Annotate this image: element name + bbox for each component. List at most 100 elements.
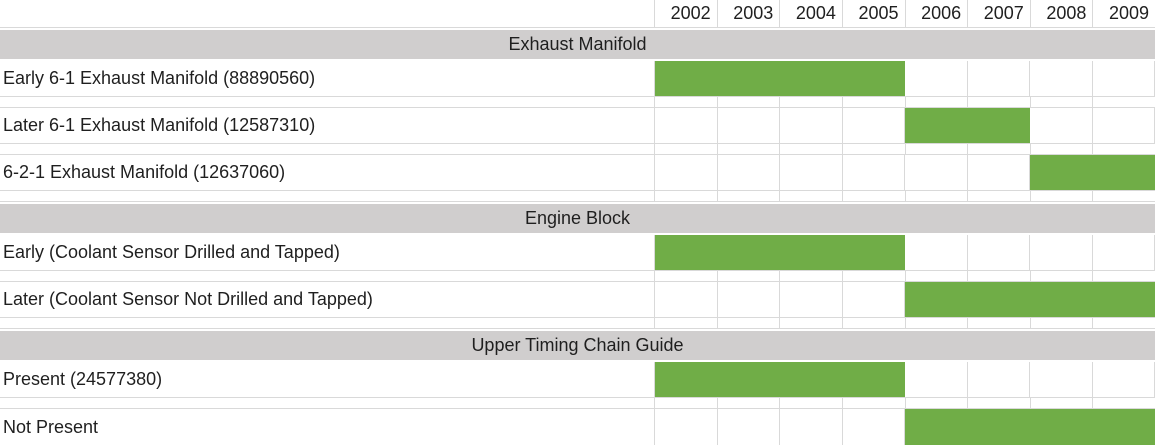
grid-cell-2002 xyxy=(655,108,718,143)
grid-cell-2004 xyxy=(780,155,843,190)
separator-row xyxy=(0,97,1155,108)
availability-grid xyxy=(655,235,1155,270)
grid-cell-2003 xyxy=(718,155,780,190)
year-label-2006: 2006 xyxy=(906,0,969,27)
part-label: Not Present xyxy=(0,409,655,445)
separator-label-cell xyxy=(0,271,655,281)
grid-cell-2005 xyxy=(843,409,905,445)
year-label-2002: 2002 xyxy=(655,0,718,27)
separator-cell-2005 xyxy=(843,398,906,408)
part-label: Later (Coolant Sensor Not Drilled and Ta… xyxy=(0,282,655,317)
year-label-2004: 2004 xyxy=(780,0,843,27)
grid-cell-2003 xyxy=(718,409,780,445)
availability-bar-2006-2009 xyxy=(905,409,1155,445)
grid-cell-2007 xyxy=(968,235,1030,270)
separator-cell-2009 xyxy=(1093,144,1155,154)
availability-bar-2002-2005 xyxy=(655,362,905,397)
separator-grid xyxy=(655,97,1155,107)
section-title: Exhaust Manifold xyxy=(508,33,647,54)
separator-cell-2007 xyxy=(968,398,1031,408)
availability-grid xyxy=(655,108,1155,143)
grid-cell-2004 xyxy=(780,409,843,445)
separator-cell-2005 xyxy=(843,271,906,281)
separator-cell-2009 xyxy=(1093,97,1155,107)
separator-cell-2007 xyxy=(968,318,1031,328)
separator-label-cell xyxy=(0,144,655,154)
separator-cell-2003 xyxy=(718,398,781,408)
separator-cell-2009 xyxy=(1093,271,1155,281)
grid-cell-2006 xyxy=(905,155,968,190)
separator-cell-2004 xyxy=(780,144,843,154)
grid-cell-2005 xyxy=(843,108,905,143)
separator-cell-2005 xyxy=(843,318,906,328)
year-label-2003: 2003 xyxy=(718,0,781,27)
grid-cell-2004 xyxy=(780,282,843,317)
section-header-engine-block: Engine Block xyxy=(0,202,1155,235)
part-row-present-24577380: Present (24577380) xyxy=(0,362,1155,398)
separator-cell-2009 xyxy=(1093,191,1155,201)
separator-cell-2006 xyxy=(906,318,969,328)
separator-grid xyxy=(655,271,1155,281)
separator-cell-2002 xyxy=(655,191,718,201)
separator-grid xyxy=(655,144,1155,154)
separator-cell-2007 xyxy=(968,144,1031,154)
separator-cell-2004 xyxy=(780,318,843,328)
grid-cell-2005 xyxy=(843,282,905,317)
separator-cell-2007 xyxy=(968,271,1031,281)
grid-cell-2003 xyxy=(718,282,780,317)
year-label-2009: 2009 xyxy=(1108,3,1149,23)
separator-cell-2004 xyxy=(780,398,843,408)
separator-cell-2002 xyxy=(655,398,718,408)
separator-cell-2007 xyxy=(968,191,1031,201)
separator-row xyxy=(0,191,1155,202)
separator-cell-2003 xyxy=(718,97,781,107)
separator-cell-2002 xyxy=(655,144,718,154)
grid-cell-2007 xyxy=(968,155,1030,190)
separator-label-cell xyxy=(0,318,655,328)
grid-cell-2009 xyxy=(1093,362,1155,397)
grid-cell-2006 xyxy=(905,61,968,96)
year-label-2007: 2007 xyxy=(968,0,1031,27)
separator-cell-2003 xyxy=(718,144,781,154)
grid-cell-2002 xyxy=(655,282,718,317)
part-row-later-6-1-exhaust-manifold-12587310: Later 6-1 Exhaust Manifold (12587310) xyxy=(0,108,1155,144)
part-label: 6-2-1 Exhaust Manifold (12637060) xyxy=(0,155,655,190)
separator-cell-2005 xyxy=(843,191,906,201)
separator-cell-2003 xyxy=(718,191,781,201)
separator-cell-2007 xyxy=(968,97,1031,107)
availability-bar-2002-2005 xyxy=(655,61,905,96)
chart-rows-container: Exhaust Manifold Early 6-1 Exhaust Manifo… xyxy=(0,28,1155,445)
separator-cell-2002 xyxy=(655,318,718,328)
separator-cell-2006 xyxy=(906,144,969,154)
part-row-not-present: Not Present xyxy=(0,409,1155,445)
availability-grid xyxy=(655,155,1155,190)
separator-cell-2008 xyxy=(1031,271,1094,281)
separator-cell-2002 xyxy=(655,271,718,281)
separator-label-cell xyxy=(0,191,655,201)
separator-cell-2004 xyxy=(780,271,843,281)
year-header-row: 2002 2003 2004 2005 2006 2007 2008 2009 xyxy=(0,0,1155,28)
separator-row xyxy=(0,318,1155,329)
separator-cell-2006 xyxy=(906,398,969,408)
availability-bar-2008-2009 xyxy=(1030,155,1155,190)
separator-cell-2008 xyxy=(1031,398,1094,408)
part-label: Early 6-1 Exhaust Manifold (88890560) xyxy=(0,61,655,96)
grid-cell-2006 xyxy=(905,362,968,397)
section-header-upper-timing-chain-guide: Upper Timing Chain Guide xyxy=(0,329,1155,362)
part-label: Present (24577380) xyxy=(0,362,655,397)
grid-cell-2005 xyxy=(843,155,905,190)
separator-label-cell xyxy=(0,97,655,107)
part-label: Later 6-1 Exhaust Manifold (12587310) xyxy=(0,108,655,143)
separator-grid xyxy=(655,191,1155,201)
part-row-6-2-1-exhaust-manifold-12637060: 6-2-1 Exhaust Manifold (12637060) xyxy=(0,155,1155,191)
grid-cell-2008 xyxy=(1030,61,1093,96)
separator-cell-2008 xyxy=(1031,191,1094,201)
separator-grid xyxy=(655,318,1155,328)
availability-bar-2006-2009 xyxy=(905,282,1155,317)
grid-cell-2009 xyxy=(1093,61,1155,96)
year-labels-grid: 2002 2003 2004 2005 2006 2007 2008 2009 xyxy=(655,0,1155,27)
availability-grid xyxy=(655,282,1155,317)
part-row-early-6-1-exhaust-manifold-88890560: Early 6-1 Exhaust Manifold (88890560) xyxy=(0,61,1155,97)
separator-cell-2008 xyxy=(1031,144,1094,154)
